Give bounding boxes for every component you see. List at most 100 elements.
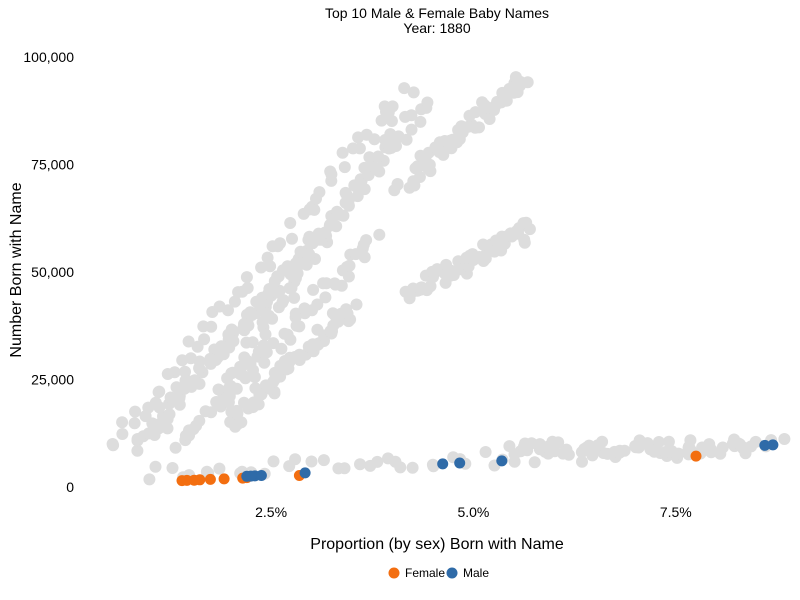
data-point-male [454,457,466,469]
background-point [246,336,259,349]
background-point [293,320,306,333]
background-point [332,315,345,328]
background-point [149,460,162,473]
background-point [445,264,458,277]
x-axis-ticks: 2.5% 5.0% 7.5% [255,504,692,520]
background-point [128,417,141,430]
background-point [528,456,541,469]
background-point [284,217,297,229]
background-point [521,76,534,89]
background-point [456,126,469,139]
data-point-male [496,455,508,467]
y-tick-label: 25,000 [31,372,74,388]
background-point [350,298,363,311]
background-point [373,165,386,178]
background-point [662,435,675,448]
background-point [153,401,166,414]
background-point [307,283,320,296]
background-point [116,428,129,440]
background-point [240,271,253,284]
background-point [312,227,325,240]
x-tick-label: 2.5% [255,504,287,520]
background-point [226,366,239,379]
background-point [193,362,206,375]
y-tick-label: 50,000 [31,264,74,280]
background-point [360,234,373,247]
background-point [222,304,234,317]
background-point [274,237,286,250]
background-point [778,433,791,445]
background-point [467,254,480,266]
background-point [244,306,257,319]
background-point [739,447,752,460]
background-point [182,335,195,348]
background-point [209,354,222,366]
x-tick-label: 5.0% [457,504,489,520]
background-point [426,458,439,471]
background-point [241,282,254,294]
background-point [198,333,211,346]
background-points [106,71,791,486]
background-point [205,406,218,419]
background-point [703,438,716,451]
background-point [372,150,385,163]
data-point-female [204,473,216,485]
background-point [338,161,351,174]
background-point [303,248,316,261]
background-point [421,96,434,109]
background-point [271,270,284,283]
data-point-male [759,439,771,451]
background-point [576,455,588,468]
background-point [496,86,509,99]
background-point [161,422,174,435]
data-point-female [690,450,702,462]
background-point [255,388,268,401]
background-point [338,462,351,475]
background-point [193,414,206,427]
background-point [414,115,427,128]
background-point [230,382,243,395]
background-point [386,100,399,113]
background-point [394,461,407,474]
y-tick-label: 0 [66,479,74,495]
chart-title: Top 10 Male & Female Baby Names [325,5,549,21]
data-point-male [437,458,449,470]
background-point [483,113,496,125]
background-point [225,323,238,336]
background-point [588,443,601,456]
background-point [283,355,296,368]
background-point [405,123,418,136]
background-point [379,134,392,146]
background-point [451,136,463,149]
data-point-female [194,474,206,486]
background-point [479,446,492,458]
background-point [406,461,419,474]
background-point [308,203,321,216]
background-point [289,453,302,466]
background-point [424,280,437,293]
background-point [213,462,226,475]
background-point [520,216,533,229]
background-point [205,320,218,333]
background-point [684,434,697,447]
background-point [343,259,356,272]
data-point-male [299,467,311,479]
background-point [714,447,727,460]
background-point [255,261,268,274]
legend-label-male: Male [463,566,489,580]
background-point [363,151,376,164]
background-point [231,407,244,420]
background-point [232,286,245,299]
background-point [510,225,523,238]
background-point [328,277,341,290]
background-point [618,444,631,457]
data-point-male [245,470,257,482]
y-tick-label: 75,000 [31,157,74,173]
background-point [313,186,326,199]
background-point [116,416,129,429]
background-point [288,291,301,304]
legend-swatch-female [388,567,400,579]
background-point [291,267,304,280]
background-point [373,228,386,241]
